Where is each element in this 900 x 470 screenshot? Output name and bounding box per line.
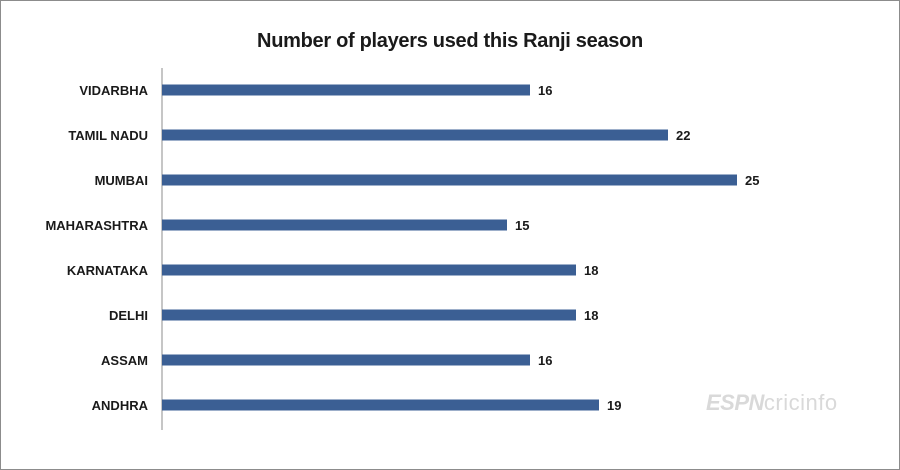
- data-label: 16: [538, 353, 552, 368]
- espncricinfo-watermark: ESPNcricinfo: [706, 390, 838, 416]
- watermark-brand-a: ESPN: [706, 390, 764, 415]
- watermark-brand-b: cricinfo: [763, 390, 838, 415]
- data-label: 18: [584, 308, 598, 323]
- category-label: ASSAM: [101, 353, 148, 368]
- bars-group: VIDARBHA 16 TAMIL NADU 22 MUMBAI 25 MAHARASHTR…: [45, 83, 759, 413]
- category-label: TAMIL NADU: [68, 128, 148, 143]
- bar-maharashtra: [162, 219, 507, 231]
- chart-title: Number of players used this Ranji season: [257, 30, 643, 52]
- category-label: MAHARASHTRA: [45, 218, 148, 233]
- bar-karnataka: [162, 264, 576, 276]
- bar-mumbai: [162, 174, 737, 186]
- bar-delhi: [162, 309, 576, 321]
- data-label: 16: [538, 83, 552, 98]
- data-label: 15: [515, 218, 529, 233]
- data-label: 22: [676, 128, 690, 143]
- category-label: DELHI: [109, 308, 148, 323]
- bar-assam: [162, 354, 530, 366]
- data-label: 19: [607, 398, 621, 413]
- bar-tamil-nadu: [162, 129, 668, 141]
- category-label: ANDHRA: [92, 398, 149, 413]
- bar-andhra: [162, 399, 599, 411]
- category-label: MUMBAI: [95, 173, 148, 188]
- bar-vidarbha: [162, 84, 530, 96]
- category-label: VIDARBHA: [79, 83, 148, 98]
- data-label: 25: [745, 173, 759, 188]
- category-label: KARNATAKA: [67, 263, 149, 278]
- data-label: 18: [584, 263, 598, 278]
